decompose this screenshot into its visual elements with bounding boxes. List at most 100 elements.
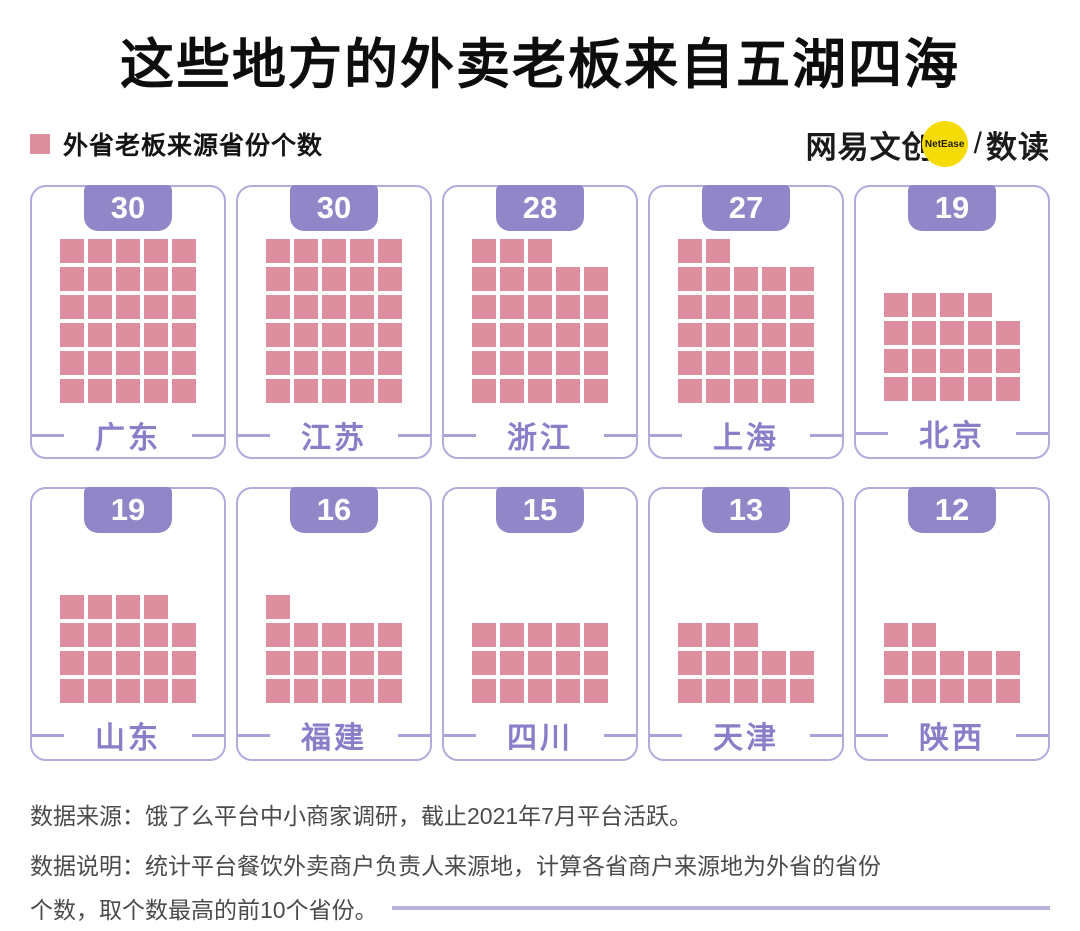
waffle-square: [144, 595, 168, 619]
waffle-row: [266, 267, 402, 291]
waffle-row: [60, 679, 196, 703]
waffle-square: [996, 349, 1020, 373]
waffle-square: [88, 651, 112, 675]
province-name-row: 天津: [650, 715, 842, 755]
waffle-square: [500, 623, 524, 647]
waffle-square: [968, 321, 992, 345]
waffle-square: [350, 623, 374, 647]
waffle-square: [266, 239, 290, 263]
waffle-square: [528, 651, 552, 675]
waffle-square: [584, 295, 608, 319]
waffle-square: [706, 679, 730, 703]
data-source-note: 数据来源：饿了么平台中小商家调研，截止2021年7月平台活跃。: [30, 803, 692, 829]
waffle-row: [884, 321, 1020, 345]
brand-separator: /: [973, 127, 982, 160]
name-tick-right: [398, 433, 430, 437]
province-card: 27 上海: [648, 185, 844, 459]
waffle-row: [60, 623, 196, 647]
waffle-square: [678, 379, 702, 403]
waffle-square: [378, 351, 402, 375]
waffle-row: [678, 679, 814, 703]
waffle-square: [116, 595, 140, 619]
waffle-square: [88, 267, 112, 291]
waffle-square: [266, 351, 290, 375]
name-tick-left: [238, 433, 270, 437]
waffle-square: [912, 293, 936, 317]
waffle-square: [60, 595, 84, 619]
waffle-square: [266, 623, 290, 647]
waffle-row: [678, 351, 814, 375]
waffle-square: [500, 651, 524, 675]
waffle-row: [60, 323, 196, 347]
waffle-square: [172, 323, 196, 347]
name-tick-right: [810, 733, 842, 737]
brand-product: 数读: [986, 129, 1050, 165]
waffle-grid: [472, 239, 608, 403]
waffle-square: [762, 351, 786, 375]
waffle-square: [144, 267, 168, 291]
waffle-row: [60, 651, 196, 675]
waffle-square: [144, 679, 168, 703]
waffle-square: [116, 323, 140, 347]
waffle-square: [172, 295, 196, 319]
waffle-square: [584, 323, 608, 347]
waffle-square: [88, 679, 112, 703]
waffle-square: [912, 321, 936, 345]
waffle-row: [60, 239, 196, 263]
waffle-square: [678, 295, 702, 319]
waffle-row: [266, 595, 402, 619]
waffle-square: [584, 651, 608, 675]
waffle-square: [172, 267, 196, 291]
waffle-row: [266, 651, 402, 675]
waffle-square: [584, 267, 608, 291]
waffle-square: [762, 295, 786, 319]
waffle-square: [322, 323, 346, 347]
waffle-square: [912, 377, 936, 401]
waffle-square: [884, 349, 908, 373]
waffle-square: [678, 239, 702, 263]
waffle-square: [734, 651, 758, 675]
waffle-square: [378, 651, 402, 675]
province-card: 30 广东: [30, 185, 226, 459]
waffle-square: [500, 295, 524, 319]
waffle-area: [238, 489, 430, 715]
data-method-note-line1: 数据说明：统计平台餐饮外卖商户负责人来源地，计算各省商户来源地为外省的省份: [30, 853, 881, 879]
waffle-square: [294, 351, 318, 375]
name-tick-right: [604, 733, 636, 737]
waffle-square: [584, 679, 608, 703]
value-badge: 28: [496, 185, 584, 231]
waffle-square: [378, 679, 402, 703]
province-name-row: 江苏: [238, 415, 430, 455]
province-name: 天津: [713, 722, 779, 755]
waffle-square: [734, 267, 758, 291]
name-tick-left: [32, 433, 64, 437]
waffle-row: [60, 379, 196, 403]
waffle-square: [528, 267, 552, 291]
waffle-square: [734, 351, 758, 375]
waffle-square: [884, 321, 908, 345]
waffle-square: [762, 379, 786, 403]
waffle-area: [444, 489, 636, 715]
waffle-square: [762, 323, 786, 347]
waffle-row: [678, 239, 814, 263]
legend: 外省老板来源省份个数: [30, 126, 323, 162]
waffle-square: [172, 679, 196, 703]
waffle-square: [556, 379, 580, 403]
waffle-square: [88, 379, 112, 403]
province-name-row: 上海: [650, 415, 842, 455]
waffle-square: [116, 679, 140, 703]
waffle-square: [556, 679, 580, 703]
name-tick-left: [650, 733, 682, 737]
waffle-square: [556, 651, 580, 675]
waffle-square: [528, 323, 552, 347]
province-card: 16 福建: [236, 487, 432, 761]
value-badge: 16: [290, 487, 378, 533]
waffle-square: [734, 323, 758, 347]
waffle-square: [60, 679, 84, 703]
waffle-square: [60, 651, 84, 675]
waffle-row: [266, 623, 402, 647]
value-badge: 13: [702, 487, 790, 533]
waffle-square: [556, 267, 580, 291]
name-tick-right: [192, 733, 224, 737]
waffle-square: [144, 379, 168, 403]
